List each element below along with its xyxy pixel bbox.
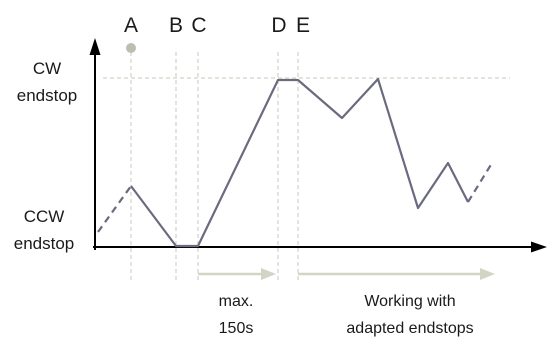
timeout-note-line1: max. xyxy=(219,293,254,310)
marker-label-c: C xyxy=(191,14,206,37)
cw-endstop-label-line1: CW xyxy=(33,59,61,78)
ccw-endstop-label-line1: CCW xyxy=(24,207,65,226)
adapted-note-line2: adapted endstops xyxy=(346,320,473,337)
x-axis-arrowhead xyxy=(531,241,547,253)
event-a-dot xyxy=(126,43,136,53)
adapted-interval-arrowhead xyxy=(480,268,495,280)
trace-end-dashed xyxy=(467,162,493,203)
trace-main xyxy=(130,77,469,248)
y-axis-arrowhead xyxy=(89,38,101,55)
trace-start-dashed xyxy=(97,185,132,233)
ccw-endstop-label-line2: endstop xyxy=(14,234,75,253)
marker-label-d: D xyxy=(271,14,286,37)
marker-label-b: B xyxy=(169,14,183,37)
cw-endstop-label-line2: endstop xyxy=(17,86,78,105)
marker-label-a: A xyxy=(124,14,138,37)
timeout-note-line2: 150s xyxy=(219,320,254,337)
marker-label-e: E xyxy=(296,14,310,37)
adapted-note-line1: Working with xyxy=(364,293,455,310)
timeout-interval-arrowhead xyxy=(261,268,276,280)
